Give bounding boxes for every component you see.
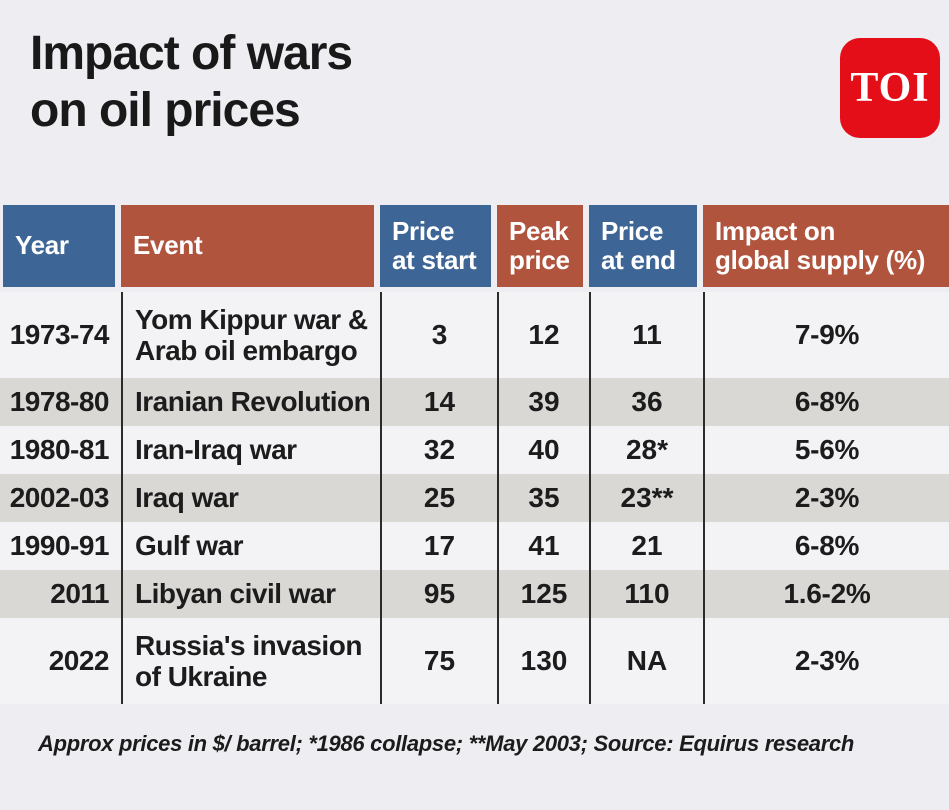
cell-peak-price: 125 bbox=[497, 570, 589, 618]
page-title: Impact of wars on oil prices bbox=[30, 26, 353, 139]
table-row: 2002-03 Iraq war 25 35 23** 2-3% bbox=[0, 474, 949, 522]
cell-price-end: 11 bbox=[589, 292, 703, 378]
title-line-2: on oil prices bbox=[30, 83, 301, 137]
cell-price-start: 3 bbox=[380, 292, 497, 378]
cell-year: 2022 bbox=[48, 645, 110, 676]
cell-year: 1978-80 bbox=[9, 386, 110, 417]
cell-impact: 2-3% bbox=[703, 618, 949, 704]
table-row: 1978-80 Iranian Revolution 14 39 36 6-8% bbox=[0, 378, 949, 426]
cell-impact: 5-6% bbox=[703, 426, 949, 474]
cell-year: 1973-74 bbox=[9, 319, 110, 350]
oil-price-table: Year Event Price at start Peak price Pri… bbox=[0, 205, 949, 704]
cell-peak-price: 35 bbox=[497, 474, 589, 522]
source-footnote: Approx prices in $/ barrel; *1986 collap… bbox=[38, 731, 855, 756]
cell-price-start: 17 bbox=[380, 522, 497, 570]
cell-event: Gulf war bbox=[121, 522, 380, 570]
cell-impact: 7-9% bbox=[703, 292, 949, 378]
cell-price-start: 95 bbox=[380, 570, 497, 618]
table-body: 1973-74 Yom Kippur war & Arab oil embarg… bbox=[0, 292, 949, 704]
cell-event: Libyan civil war bbox=[121, 570, 380, 618]
column-header-peak-price: Peak price bbox=[497, 205, 589, 287]
cell-peak-price: 130 bbox=[497, 618, 589, 704]
column-header-event: Event bbox=[121, 205, 380, 287]
cell-event: Iraq war bbox=[121, 474, 380, 522]
cell-event: Iranian Revolution bbox=[121, 378, 380, 426]
cell-price-start: 32 bbox=[380, 426, 497, 474]
column-header-price-end: Price at end bbox=[589, 205, 703, 287]
cell-price-end: 110 bbox=[589, 570, 703, 618]
cell-price-start: 75 bbox=[380, 618, 497, 704]
cell-price-end: NA bbox=[589, 618, 703, 704]
cell-year: 1980-81 bbox=[9, 434, 110, 465]
cell-year: 1990-91 bbox=[9, 530, 110, 561]
column-header-price-start: Price at start bbox=[380, 205, 497, 287]
cell-price-end: 21 bbox=[589, 522, 703, 570]
cell-impact: 6-8% bbox=[703, 378, 949, 426]
cell-impact: 2-3% bbox=[703, 474, 949, 522]
cell-price-start: 14 bbox=[380, 378, 497, 426]
toi-logo-text: TOI bbox=[850, 65, 930, 111]
column-header-impact: Impact on global supply (%) bbox=[703, 205, 949, 287]
cell-peak-price: 39 bbox=[497, 378, 589, 426]
cell-price-start: 25 bbox=[380, 474, 497, 522]
cell-year: 2002-03 bbox=[9, 482, 110, 513]
cell-impact: 1.6-2% bbox=[703, 570, 949, 618]
cell-peak-price: 40 bbox=[497, 426, 589, 474]
table-row: 1973-74 Yom Kippur war & Arab oil embarg… bbox=[0, 292, 949, 378]
cell-event: Russia's invasion of Ukraine bbox=[121, 618, 380, 704]
table-row: 2022 Russia's invasion of Ukraine 75 130… bbox=[0, 618, 949, 704]
cell-peak-price: 12 bbox=[497, 292, 589, 378]
cell-price-end: 28* bbox=[589, 426, 703, 474]
table-row: 1980-81 Iran-Iraq war 32 40 28* 5-6% bbox=[0, 426, 949, 474]
cell-peak-price: 41 bbox=[497, 522, 589, 570]
table-header-row: Year Event Price at start Peak price Pri… bbox=[0, 205, 949, 287]
toi-logo: TOI bbox=[840, 38, 940, 138]
cell-price-end: 36 bbox=[589, 378, 703, 426]
cell-impact: 6-8% bbox=[703, 522, 949, 570]
table-row: 2011 Libyan civil war 95 125 110 1.6-2% bbox=[0, 570, 949, 618]
table-row: 1990-91 Gulf war 17 41 21 6-8% bbox=[0, 522, 949, 570]
cell-event: Yom Kippur war & Arab oil embargo bbox=[121, 292, 380, 378]
cell-year: 2011 bbox=[50, 578, 109, 609]
cell-price-end: 23** bbox=[589, 474, 703, 522]
cell-event: Iran-Iraq war bbox=[121, 426, 380, 474]
title-line-1: Impact of wars bbox=[30, 27, 353, 80]
column-header-year: Year bbox=[0, 205, 121, 287]
